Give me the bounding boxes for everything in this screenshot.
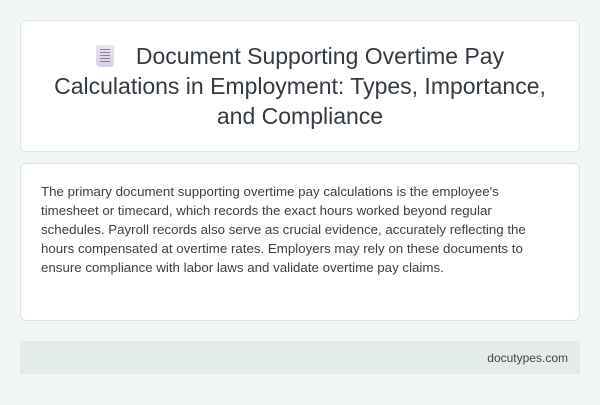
- content-paragraph: The primary document supporting overtime…: [41, 184, 526, 275]
- content-card: The primary document supporting overtime…: [20, 163, 580, 321]
- title-card: Document Supporting Overtime Pay Calcula…: [20, 20, 580, 152]
- page-title: Document Supporting Overtime Pay Calcula…: [21, 41, 579, 131]
- footer: docutypes.com: [20, 341, 580, 374]
- footer-site-link[interactable]: docutypes.com: [487, 350, 568, 365]
- receipt-icon: [95, 45, 114, 67]
- page-title-text: Document Supporting Overtime Pay Calcula…: [54, 43, 546, 129]
